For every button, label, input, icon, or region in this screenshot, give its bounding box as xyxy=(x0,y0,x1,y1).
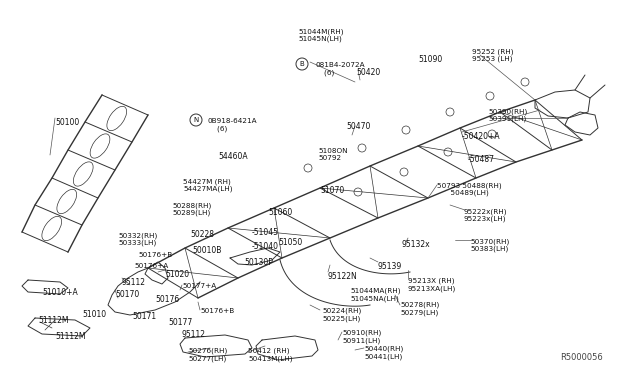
Text: B: B xyxy=(300,61,305,67)
Text: 50177+A: 50177+A xyxy=(182,283,216,289)
Text: 51044M(RH)
51045N(LH): 51044M(RH) 51045N(LH) xyxy=(298,28,344,42)
Text: 95132x: 95132x xyxy=(402,240,431,249)
Text: -51040: -51040 xyxy=(252,242,279,251)
Text: 51010+A: 51010+A xyxy=(42,288,77,297)
Text: 95122N: 95122N xyxy=(328,272,358,281)
Text: 50177: 50177 xyxy=(168,318,192,327)
Text: 51060: 51060 xyxy=(268,208,292,217)
Text: -51045: -51045 xyxy=(252,228,279,237)
Text: 50176: 50176 xyxy=(155,295,179,304)
Text: 50910(RH)
50911(LH): 50910(RH) 50911(LH) xyxy=(342,330,381,344)
Text: 54460A: 54460A xyxy=(218,152,248,161)
Text: 50171: 50171 xyxy=(132,312,156,321)
Text: 50370(RH)
50383(LH): 50370(RH) 50383(LH) xyxy=(470,238,509,252)
Text: N: N xyxy=(193,117,198,123)
Text: 50228: 50228 xyxy=(190,230,214,239)
Text: 51050: 51050 xyxy=(278,238,302,247)
Text: -50487: -50487 xyxy=(468,155,495,164)
Text: 51010: 51010 xyxy=(82,310,106,319)
Text: 50420: 50420 xyxy=(356,68,380,77)
Text: 50100: 50100 xyxy=(55,118,79,127)
Text: 50288(RH)
50289(LH): 50288(RH) 50289(LH) xyxy=(172,202,211,216)
Text: 95213X (RH)
95213XA(LH): 95213X (RH) 95213XA(LH) xyxy=(408,278,456,292)
Text: 51020: 51020 xyxy=(165,270,189,279)
Text: 50793 50488(RH)
      50489(LH): 50793 50488(RH) 50489(LH) xyxy=(437,182,502,196)
Text: 50440(RH)
50441(LH): 50440(RH) 50441(LH) xyxy=(364,346,403,360)
Text: 50176+B: 50176+B xyxy=(200,308,234,314)
Text: 50010B: 50010B xyxy=(192,246,221,255)
Text: 50130P: 50130P xyxy=(244,258,273,267)
Text: 50412 (RH)
50413M(LH): 50412 (RH) 50413M(LH) xyxy=(248,348,292,362)
Text: R5000056: R5000056 xyxy=(560,353,603,362)
Text: 95112: 95112 xyxy=(182,330,206,339)
Text: 50276(RH)
50277(LH): 50276(RH) 50277(LH) xyxy=(188,348,227,362)
Text: 54427M (RH)
54427MA(LH): 54427M (RH) 54427MA(LH) xyxy=(183,178,232,192)
Text: 95222x(RH)
95223x(LH): 95222x(RH) 95223x(LH) xyxy=(464,208,508,222)
Text: 51044MA(RH)
51045NA(LH): 51044MA(RH) 51045NA(LH) xyxy=(350,288,401,302)
Text: 0B918-6421A
    (6): 0B918-6421A (6) xyxy=(208,118,258,131)
Text: 95139: 95139 xyxy=(378,262,403,271)
Text: 95252 (RH)
95253 (LH): 95252 (RH) 95253 (LH) xyxy=(472,48,513,62)
Text: 51090: 51090 xyxy=(418,55,442,64)
Text: 50170: 50170 xyxy=(115,290,140,299)
Text: 50176+A: 50176+A xyxy=(134,263,168,269)
Text: 50224(RH)
50225(LH): 50224(RH) 50225(LH) xyxy=(322,308,361,322)
Text: -50420+A: -50420+A xyxy=(462,132,500,141)
Text: 50390(RH)
50391(LH): 50390(RH) 50391(LH) xyxy=(488,108,527,122)
Text: 081B4-2072A
    (6): 081B4-2072A (6) xyxy=(315,62,365,76)
Text: 95112: 95112 xyxy=(122,278,146,287)
Text: 51070: 51070 xyxy=(320,186,344,195)
Text: 50176+B: 50176+B xyxy=(138,252,172,258)
Text: 51112M: 51112M xyxy=(55,332,86,341)
Text: 51112M: 51112M xyxy=(38,316,68,325)
Text: 50278(RH)
50279(LH): 50278(RH) 50279(LH) xyxy=(400,302,439,316)
Text: 5108ON
50792: 5108ON 50792 xyxy=(318,148,348,161)
Text: 50332(RH)
50333(LH): 50332(RH) 50333(LH) xyxy=(118,232,157,246)
Text: 50470: 50470 xyxy=(346,122,371,131)
